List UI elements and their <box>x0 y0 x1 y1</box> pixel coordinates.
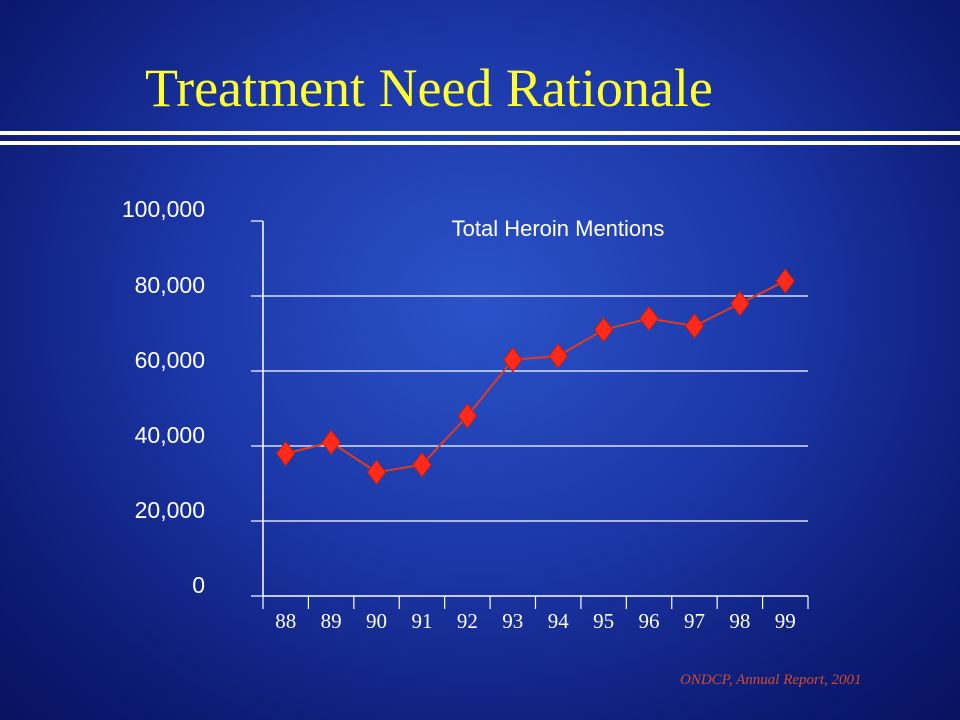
data-point-marker <box>276 440 296 467</box>
data-point-marker <box>457 403 477 429</box>
series-line <box>285 280 786 474</box>
y-tick-label: 0 <box>192 572 205 598</box>
data-point-marker <box>321 429 341 456</box>
slide-title: Treatment Need Rationale <box>145 58 713 118</box>
chart-title: Total Heroin Mentions <box>452 216 665 241</box>
gridlines <box>263 295 808 522</box>
source-citation: ONDCP, Annual Report, 2001 <box>680 672 862 688</box>
x-tick-label: 99 <box>775 609 796 633</box>
y-tick-labels: 0 20,000 40,000 60,000 80,000 100,000 <box>122 196 205 598</box>
axes <box>251 220 809 609</box>
x-tick-label: 92 <box>457 609 478 633</box>
data-point-marker <box>639 305 659 332</box>
x-tick-labels: 88 89 90 91 92 93 94 95 96 97 98 99 <box>275 609 796 633</box>
y-tick-label: 20,000 <box>135 497 205 523</box>
x-tick-label: 90 <box>366 609 387 633</box>
data-point-marker <box>412 451 432 478</box>
x-tick-label: 98 <box>729 609 750 633</box>
data-point-marker <box>548 343 568 369</box>
data-point-marker <box>775 268 795 294</box>
y-tick-label: 60,000 <box>135 347 205 373</box>
data-point-marker <box>594 316 614 343</box>
data-point-marker <box>503 346 523 373</box>
x-tick-label: 95 <box>593 609 614 633</box>
x-tick-label: 89 <box>321 609 342 633</box>
x-tick-label: 94 <box>548 609 570 633</box>
data-point-marker <box>730 290 750 317</box>
data-point-marker <box>366 459 387 486</box>
x-tick-label: 96 <box>639 609 660 633</box>
y-tick-label: 40,000 <box>135 422 205 448</box>
y-tick-label: 100,000 <box>122 196 205 222</box>
x-tick-label: 93 <box>502 609 523 633</box>
x-tick-label: 88 <box>275 609 296 633</box>
title-divider <box>0 131 960 145</box>
data-point-marker <box>684 313 705 339</box>
x-tick-label: 91 <box>411 609 432 633</box>
series-total-heroin-mentions <box>276 268 795 486</box>
y-tick-label: 80,000 <box>135 272 205 298</box>
x-tick-label: 97 <box>684 609 705 633</box>
